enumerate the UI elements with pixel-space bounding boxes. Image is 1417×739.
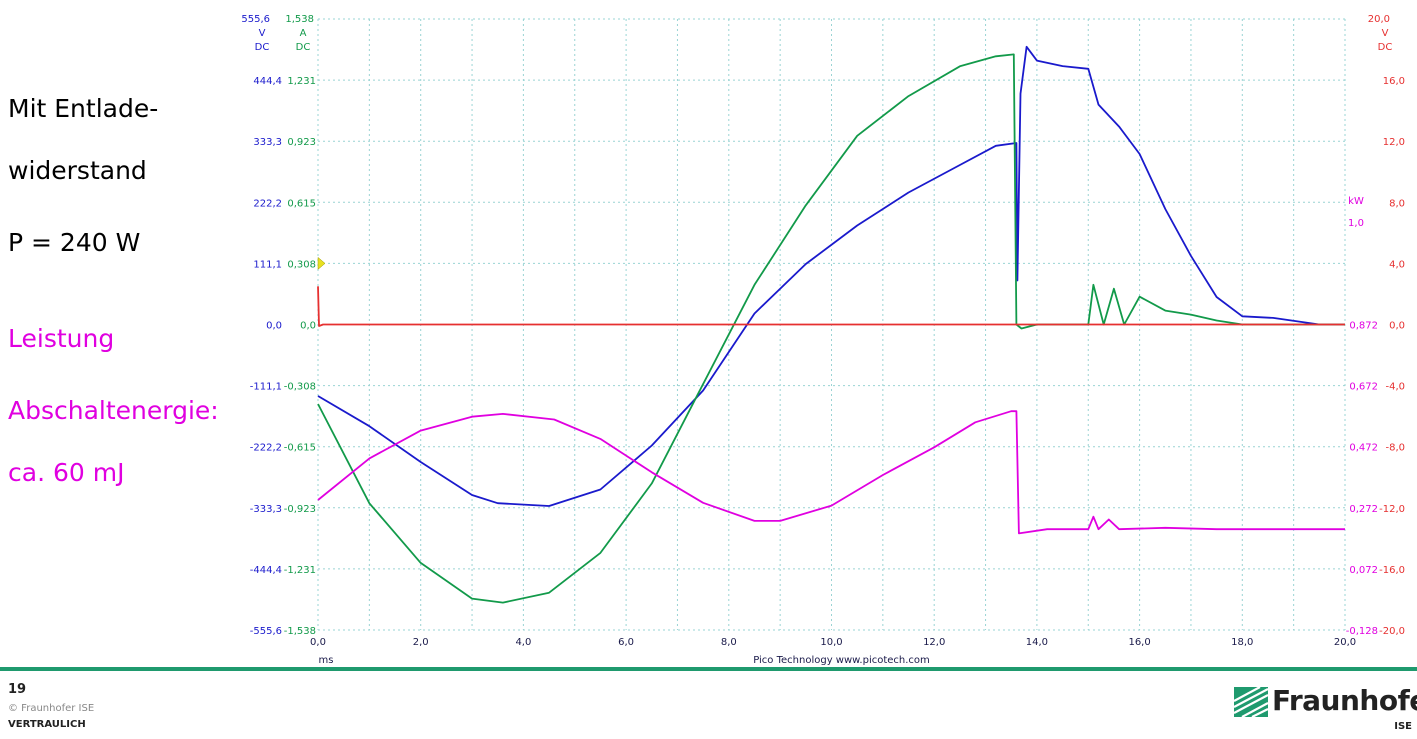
current-tick-label: 1,231: [287, 76, 316, 87]
logo-wordmark: Fraunhofer: [1272, 684, 1417, 717]
gate-tick-label: -8,0: [1385, 443, 1405, 454]
x-tick-label: 10,0: [820, 637, 842, 648]
chart-credit: Pico Technology www.picotech.com: [753, 655, 930, 666]
current-tick-label: 0,923: [287, 137, 316, 148]
copyright-text: © Fraunhofer ISE: [8, 703, 95, 714]
gate-tick-label: -4,0: [1385, 382, 1405, 393]
current-tick-label: -0,308: [284, 382, 316, 393]
gate-tick-label: 12,0: [1383, 137, 1405, 148]
current-tick-label: -0,923: [284, 504, 316, 515]
gate-tick-label: -16,0: [1379, 565, 1405, 576]
annotation-line-1: Mit Entlade-: [8, 94, 159, 123]
power-tick-label: 0,472: [1349, 443, 1378, 454]
gate-tick-label: 4,0: [1389, 259, 1405, 270]
gate-tick-label: 16,0: [1383, 76, 1405, 87]
voltage-tick-label: 111,1: [253, 259, 282, 270]
voltage-axis-coupling: DC: [255, 42, 270, 53]
logo-institute: ISE: [1394, 721, 1412, 732]
power-tick-label: 0,272: [1349, 504, 1378, 515]
power-tick-label: 1,0: [1348, 218, 1364, 229]
annotation-line-4: Leistung: [8, 324, 115, 353]
confidential-label: VERTRAULICH: [8, 719, 86, 730]
footer-divider: [0, 667, 1417, 671]
gate-tick-label: 0,0: [1389, 321, 1405, 332]
x-tick-label: 2,0: [413, 637, 429, 648]
current-axis-coupling: DC: [296, 42, 311, 53]
annotation-power: Leistung Abschaltenergie: ca. 60 mJ: [8, 292, 219, 519]
voltage-tick-label: 333,3: [253, 137, 282, 148]
gate-tick-label: -20,0: [1379, 626, 1405, 637]
x-tick-label: 8,0: [721, 637, 737, 648]
current-tick-label: 0,308: [287, 259, 316, 270]
gate-series-line: [317, 286, 1345, 327]
voltage-tick-label: -333,3: [250, 504, 282, 515]
x-tick-label: 20,0: [1334, 637, 1356, 648]
annotation-line-3: P = 240 W: [8, 228, 141, 257]
power-tick-label: 0,672: [1349, 382, 1378, 393]
x-axis-unit: ms: [319, 655, 334, 666]
voltage-tick-label: 444,4: [253, 76, 282, 87]
current-tick-label: 0,615: [287, 198, 316, 209]
x-tick-label: 0,0: [310, 637, 326, 648]
voltage-tick-label: -111,1: [250, 382, 282, 393]
current-tick-label: -1,231: [284, 565, 316, 576]
fraunhofer-logo-mark-icon: [1234, 687, 1268, 717]
current-tick-label: 0,0: [300, 321, 316, 332]
power-axis-unit: kW: [1348, 196, 1364, 207]
power-tick-label: 0,072: [1349, 565, 1378, 576]
gate-axis-coupling: DC: [1378, 42, 1393, 53]
voltage-tick-label: 222,2: [253, 198, 282, 209]
x-tick-label: 14,0: [1026, 637, 1048, 648]
annotation-line-6: ca. 60 mJ: [8, 458, 125, 487]
gate-tick-label: -12,0: [1379, 504, 1405, 515]
oscilloscope-chart: 555,6 V DC 1,538 A DC 444,4 1,231 333,3 0,923 222,…: [241, 14, 1405, 666]
current-tick-label: -0,615: [284, 443, 316, 454]
annotation-discharge-resistor: Mit Entlade- widerstand P = 240 W: [8, 62, 158, 289]
current-axis-max: 1,538: [285, 14, 314, 25]
gate-axis-max: 20,0: [1368, 14, 1390, 25]
current-axis-unit: A: [300, 28, 307, 39]
x-tick-label: 6,0: [618, 637, 634, 648]
voltage-axis-unit: V: [259, 28, 266, 39]
power-series-line: [317, 410, 1345, 535]
fraunhofer-logo: Fraunhofer ISE: [1234, 684, 1417, 736]
current-tick-label: -1,538: [284, 626, 316, 637]
gate-axis-unit: V: [1382, 28, 1389, 39]
x-tick-label: 4,0: [515, 637, 531, 648]
voltage-axis-max: 555,6: [241, 14, 270, 25]
annotation-line-2: widerstand: [8, 156, 147, 185]
voltage-series-line: [317, 45, 1345, 507]
x-tick-label: 12,0: [923, 637, 945, 648]
voltage-tick-label: -222,2: [250, 443, 282, 454]
x-tick-label: 16,0: [1128, 637, 1150, 648]
voltage-tick-label: 0,0: [266, 321, 282, 332]
voltage-tick-label: -555,6: [250, 626, 282, 637]
power-tick-label: -0,128: [1346, 626, 1378, 637]
page-number: 19: [8, 682, 27, 697]
voltage-tick-label: -444,4: [250, 565, 282, 576]
gate-tick-label: 8,0: [1389, 198, 1405, 209]
trigger-marker-icon: [317, 256, 326, 270]
x-tick-label: 18,0: [1231, 637, 1253, 648]
annotation-line-5: Abschaltenergie:: [8, 396, 219, 425]
current-series-line: [317, 53, 1345, 604]
power-tick-label: 0,872: [1349, 321, 1378, 332]
